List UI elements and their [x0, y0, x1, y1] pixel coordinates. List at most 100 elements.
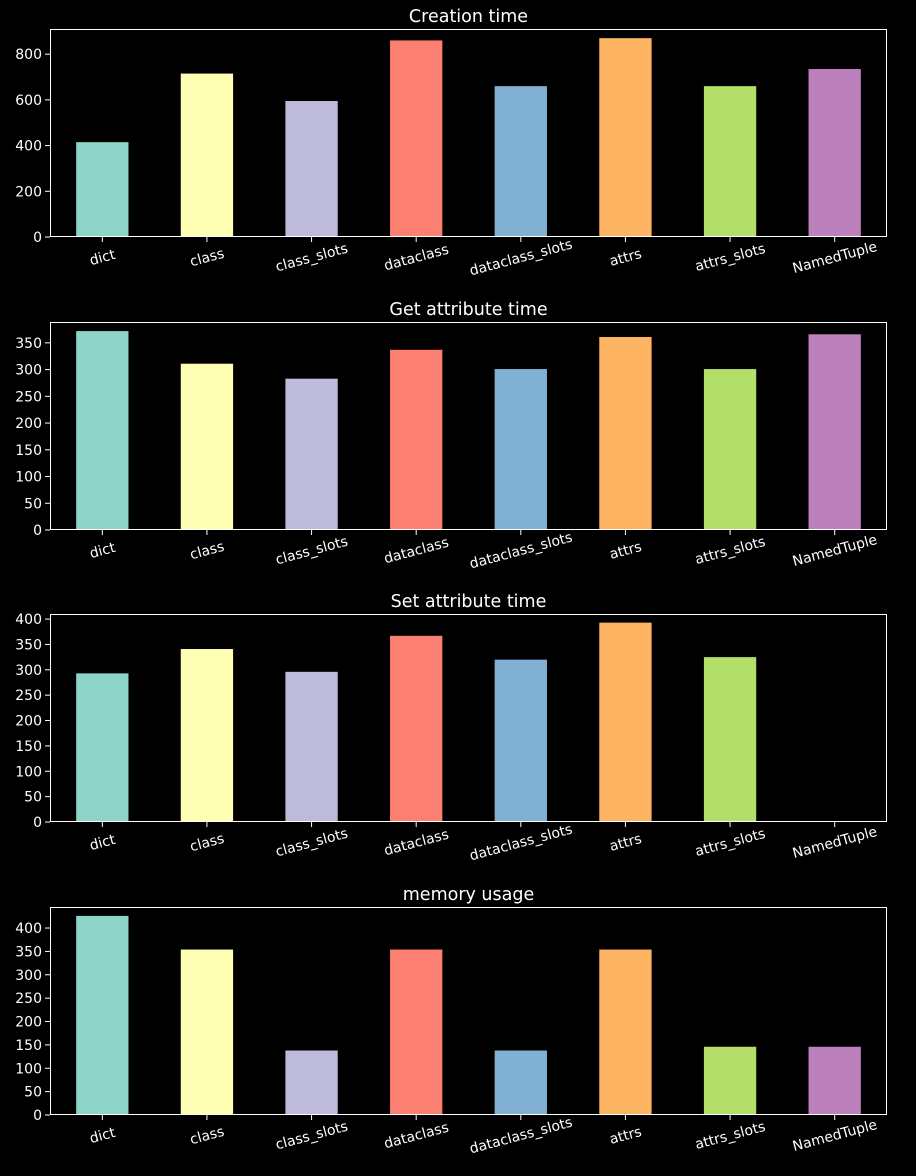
bar-attrs: [599, 949, 652, 1115]
x-tick-label: class_slots: [274, 1119, 350, 1154]
y-tick-label: 50: [24, 790, 42, 806]
x-tick-label: dict: [88, 1125, 118, 1147]
x-tick-label: class: [188, 831, 226, 855]
bar-dataclass_slots: [494, 369, 547, 530]
x-tick-label: dataclass_slots: [468, 530, 574, 573]
bar-attrs_slots: [703, 1046, 757, 1115]
x-tick-label: dataclass: [382, 1120, 450, 1153]
bar-attrs_slots: [703, 369, 757, 530]
bar-dataclass_slots: [494, 1050, 547, 1115]
bar-attrs: [599, 622, 652, 822]
y-tick-label: 300: [15, 663, 42, 679]
x-tick-label: class_slots: [274, 534, 350, 569]
x-tick-label: dataclass: [382, 827, 450, 860]
x-tick-label: dataclass_slots: [468, 1115, 574, 1158]
y-tick-label: 400: [15, 612, 42, 628]
axes-frame: [50, 29, 887, 237]
bar-class: [180, 949, 234, 1115]
chart-title: Get attribute time: [389, 300, 547, 320]
x-tick-label: dataclass_slots: [468, 822, 574, 865]
bar-dataclass: [390, 40, 443, 237]
x-tick-label: dataclass: [382, 242, 450, 275]
bar-dataclass_slots: [494, 86, 547, 238]
x-tick-label: class_slots: [274, 826, 350, 861]
bar-class_slots: [285, 101, 338, 237]
x-tick-label: attrs: [608, 539, 644, 563]
x-tick-label: dataclass_slots: [468, 237, 574, 280]
x-tick-label: dict: [88, 540, 118, 562]
bar-attrs: [599, 38, 652, 238]
bar-dict: [76, 142, 129, 237]
x-tick-label: class_slots: [274, 241, 350, 276]
x-tick-label: attrs_slots: [693, 534, 767, 568]
y-tick-label: 400: [15, 139, 42, 155]
y-tick-label: 600: [15, 93, 42, 109]
axes-frame: [50, 322, 887, 530]
bar-attrs: [599, 336, 652, 530]
y-tick-label: 250: [15, 991, 42, 1007]
chart-title: Creation time: [409, 7, 528, 27]
y-tick-label: 0: [33, 230, 42, 246]
y-tick-label: 350: [15, 336, 42, 352]
y-tick-label: 300: [15, 968, 42, 984]
bar-NamedTuple: [808, 334, 861, 530]
y-tick-label: 0: [33, 1108, 42, 1124]
y-tick-label: 200: [15, 1015, 42, 1031]
bar-dataclass: [390, 349, 443, 530]
bar-class: [180, 649, 234, 822]
x-tick-label: dict: [88, 832, 118, 854]
y-tick-label: 0: [33, 815, 42, 831]
x-tick-label: NamedTuple: [791, 1117, 879, 1155]
x-tick-label: NamedTuple: [791, 239, 879, 277]
y-tick-label: 300: [15, 363, 42, 379]
x-tick-label: class: [188, 1124, 226, 1148]
y-tick-label: 200: [15, 184, 42, 200]
x-tick-label: NamedTuple: [791, 824, 879, 862]
y-tick-label: 400: [15, 921, 42, 937]
axes-frame: [50, 907, 887, 1115]
y-tick-label: 150: [15, 739, 42, 755]
y-tick-label: 200: [15, 416, 42, 432]
y-tick-label: 50: [24, 496, 42, 512]
chart-3: Set attribute time 0 50 100 150 200 250 300 350 4…: [15, 592, 887, 865]
chart-2: Get attribute time 0 50 100 150 200 250 300 350 d…: [15, 300, 887, 573]
x-tick-label: class: [188, 539, 226, 563]
bar-class_slots: [285, 1050, 338, 1115]
y-tick-label: 50: [24, 1085, 42, 1101]
bar-class: [180, 363, 234, 530]
y-tick-label: 200: [15, 714, 42, 730]
x-tick-label: attrs: [608, 1124, 644, 1148]
x-tick-label: dataclass: [382, 535, 450, 568]
bar-dict: [76, 673, 129, 822]
bar-dict: [76, 331, 129, 530]
bar-NamedTuple: [808, 69, 861, 237]
bar-NamedTuple: [808, 1046, 861, 1115]
bar-class: [180, 73, 234, 237]
x-tick-label: attrs: [608, 831, 644, 855]
x-tick-label: attrs_slots: [693, 826, 767, 860]
chart-1: Creation time 0 200 400 600 800 dict class class…: [15, 7, 887, 280]
y-tick-label: 100: [15, 764, 42, 780]
y-tick-label: 800: [15, 47, 42, 63]
bar-dict: [76, 915, 129, 1115]
chart-title: memory usage: [403, 885, 535, 905]
y-tick-label: 100: [15, 470, 42, 486]
x-tick-label: attrs: [608, 246, 644, 270]
x-tick-label: attrs_slots: [693, 1119, 767, 1153]
bar-class_slots: [285, 378, 338, 530]
bar-class_slots: [285, 671, 338, 822]
axes-frame: [50, 614, 887, 822]
bar-dataclass: [390, 949, 443, 1115]
y-tick-label: 350: [15, 637, 42, 653]
x-tick-label: NamedTuple: [791, 532, 879, 570]
x-tick-label: attrs_slots: [693, 241, 767, 275]
y-tick-label: 250: [15, 688, 42, 704]
y-tick-label: 350: [15, 944, 42, 960]
bar-dataclass: [390, 635, 443, 822]
bar-attrs_slots: [703, 86, 757, 238]
bar-attrs_slots: [703, 657, 757, 822]
y-tick-label: 100: [15, 1061, 42, 1077]
x-tick-label: dict: [88, 247, 118, 269]
y-tick-label: 0: [33, 523, 42, 539]
